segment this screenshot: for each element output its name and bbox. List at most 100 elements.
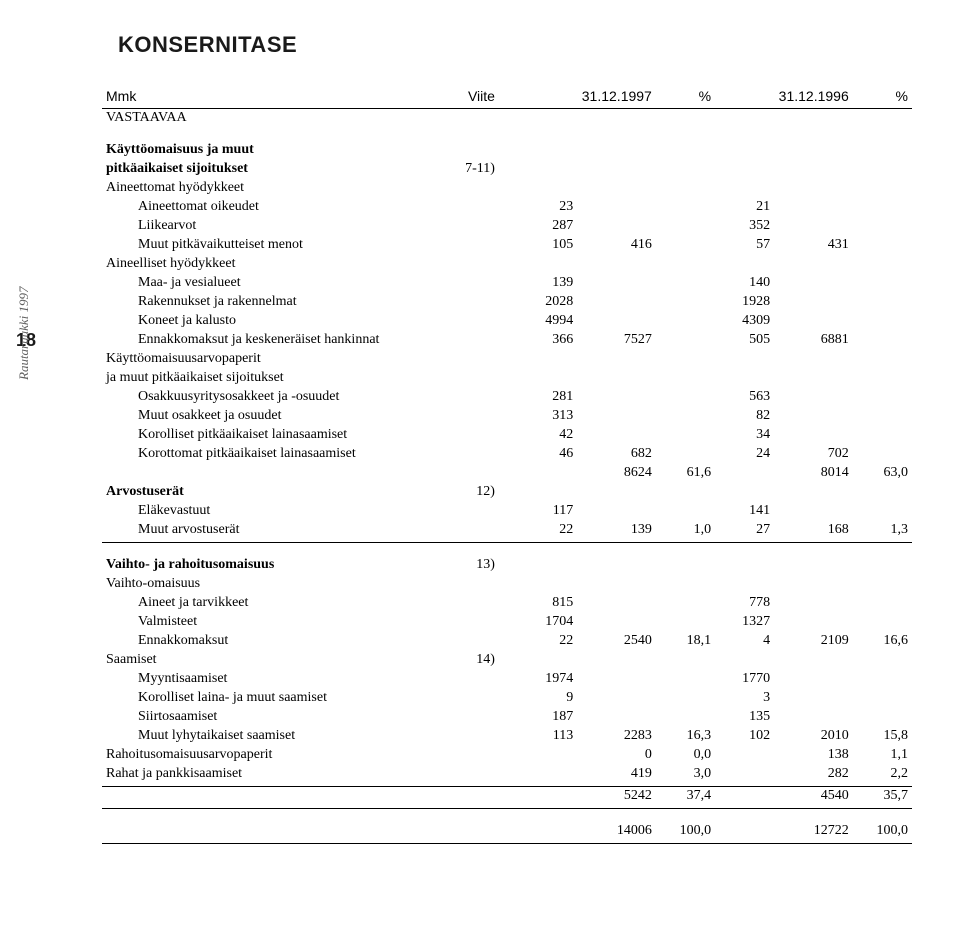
cell: 1704 — [499, 612, 577, 631]
cell: 2028 — [499, 292, 577, 311]
cell: 16,3 — [656, 726, 715, 745]
table-row: Aineelliset hyödykkeet — [102, 254, 912, 273]
cell: 0 — [577, 745, 656, 764]
cell: 2010 — [774, 726, 853, 745]
cell: 4540 — [774, 786, 853, 809]
cell: 100,0 — [656, 809, 715, 844]
cell: 4994 — [499, 311, 577, 330]
row-ref: 14) — [430, 650, 499, 669]
cell: 815 — [499, 593, 577, 612]
row-label: Muut pitkävaikutteiset menot — [102, 235, 430, 254]
cell: 18,1 — [656, 631, 715, 650]
cell: 4309 — [715, 311, 774, 330]
table-row: Rahoitusomaisuusarvopaperit 0 0,0 138 1,… — [102, 745, 912, 764]
row-label: Arvostuserät — [102, 482, 430, 501]
table-row: ja muut pitkäaikaiset sijoitukset — [102, 368, 912, 387]
cell: 187 — [499, 707, 577, 726]
cell: 57 — [715, 235, 774, 254]
cell: 12722 — [774, 809, 853, 844]
table-row: Arvostuserät 12) — [102, 482, 912, 501]
table-row: Koneet ja kalusto 4994 4309 — [102, 311, 912, 330]
cell: 563 — [715, 387, 774, 406]
row-label: Käyttöomaisuusarvopaperit — [102, 349, 430, 368]
table-wrapper: Mmk Viite 31.12.1997 % 31.12.1996 % VAST… — [102, 86, 912, 844]
cell: 416 — [577, 235, 656, 254]
row-label: Saamiset — [102, 650, 430, 669]
cell: 61,6 — [656, 463, 715, 482]
side-label: Rautaruukki 1997 — [16, 286, 32, 380]
row-label: Rahat ja pankkisaamiset — [102, 764, 430, 786]
cell: 2,2 — [853, 764, 912, 786]
cell: 505 — [715, 330, 774, 349]
row-label: Käyttöomaisuus ja muut — [102, 128, 430, 160]
cell: 23 — [499, 197, 577, 216]
table-row: Ennakkomaksut ja keskeneräiset hankinnat… — [102, 330, 912, 349]
cell: 0,0 — [656, 745, 715, 764]
cell: 778 — [715, 593, 774, 612]
cell: 63,0 — [853, 463, 912, 482]
row-label: Ennakkomaksut — [102, 631, 430, 650]
cell: 168 — [774, 520, 853, 542]
cell: 8014 — [774, 463, 853, 482]
row-label: Osakkuusyritysosakkeet ja -osuudet — [102, 387, 430, 406]
table-row: Valmisteet 1704 1327 — [102, 612, 912, 631]
cell: 702 — [774, 444, 853, 463]
cell: 352 — [715, 216, 774, 235]
table-row: Aineet ja tarvikkeet 815 778 — [102, 593, 912, 612]
cell: 8624 — [577, 463, 656, 482]
table-row: Käyttöomaisuusarvopaperit — [102, 349, 912, 368]
row-label: ja muut pitkäaikaiset sijoitukset — [102, 368, 430, 387]
cell: 4 — [715, 631, 774, 650]
table-row: Vaihto-omaisuus — [102, 574, 912, 593]
cell: 313 — [499, 406, 577, 425]
col-ref: Viite — [430, 86, 499, 108]
cell: 14006 — [577, 809, 656, 844]
cell: 281 — [499, 387, 577, 406]
col-label: Mmk — [102, 86, 430, 108]
cell: 117 — [499, 501, 577, 520]
table-row: Myyntisaamiset 1974 1770 — [102, 669, 912, 688]
row-ref: 12) — [430, 482, 499, 501]
cell: 140 — [715, 273, 774, 292]
table-row: 8624 61,6 8014 63,0 — [102, 463, 912, 482]
cell: 100,0 — [853, 809, 912, 844]
cell: 34 — [715, 425, 774, 444]
cell: 1770 — [715, 669, 774, 688]
cell: 287 — [499, 216, 577, 235]
row-label: Liikearvot — [102, 216, 430, 235]
cell: 37,4 — [656, 786, 715, 809]
row-label: Aineettomat oikeudet — [102, 197, 430, 216]
cell: 1,3 — [853, 520, 912, 542]
row-label: Aineet ja tarvikkeet — [102, 593, 430, 612]
cell: 21 — [715, 197, 774, 216]
row-label: Siirtosaamiset — [102, 707, 430, 726]
table-row: Korottomat pitkäaikaiset lainasaamiset 4… — [102, 444, 912, 463]
table-row: Käyttöomaisuus ja muut — [102, 128, 912, 160]
cell: 7527 — [577, 330, 656, 349]
cell: 135 — [715, 707, 774, 726]
table-row: Korolliset pitkäaikaiset lainasaamiset 4… — [102, 425, 912, 444]
cell: 282 — [774, 764, 853, 786]
row-label: Rahoitusomaisuusarvopaperit — [102, 745, 430, 764]
table-row: 14006 100,0 12722 100,0 — [102, 809, 912, 844]
cell: 82 — [715, 406, 774, 425]
table-row: Saamiset 14) — [102, 650, 912, 669]
cell: 46 — [499, 444, 577, 463]
cell: 141 — [715, 501, 774, 520]
row-label: pitkäaikaiset sijoitukset — [102, 159, 430, 178]
row-label: Muut osakkeet ja osuudet — [102, 406, 430, 425]
row-label: Rakennukset ja rakennelmat — [102, 292, 430, 311]
page: 18 Rautaruukki 1997 KONSERNITASE Mmk Vii… — [0, 0, 960, 876]
row-label: Korolliset laina- ja muut saamiset — [102, 688, 430, 707]
table-row: Ennakkomaksut 22 2540 18,1 4 2109 16,6 — [102, 631, 912, 650]
col-pct2: % — [853, 86, 912, 108]
row-label: Myyntisaamiset — [102, 669, 430, 688]
cell: 42 — [499, 425, 577, 444]
cell: 22 — [499, 520, 577, 542]
table-row: Osakkuusyritysosakkeet ja -osuudet 281 5… — [102, 387, 912, 406]
table-header: Mmk Viite 31.12.1997 % 31.12.1996 % — [102, 86, 912, 108]
table-row: VASTAAVAA — [102, 108, 912, 128]
cell: 3,0 — [656, 764, 715, 786]
cell: 35,7 — [853, 786, 912, 809]
row-label: Koneet ja kalusto — [102, 311, 430, 330]
